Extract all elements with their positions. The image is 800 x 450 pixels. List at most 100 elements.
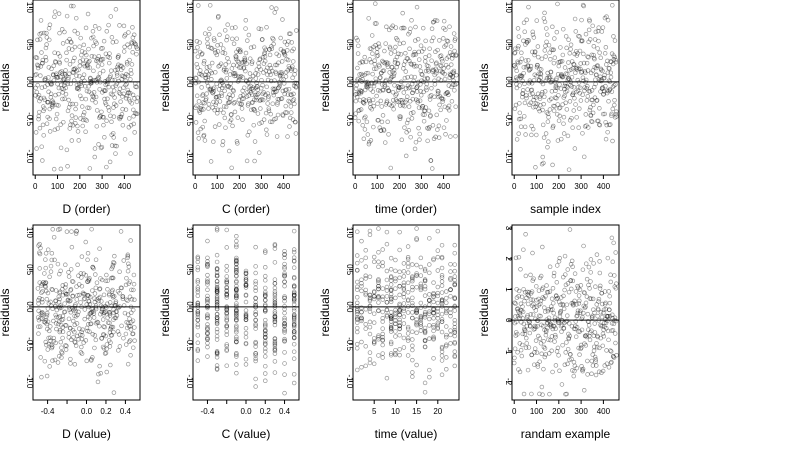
residual-point — [526, 68, 532, 73]
residual-point — [110, 293, 115, 298]
residual-point — [102, 324, 107, 330]
residual-point — [364, 83, 369, 88]
residual-point — [594, 63, 600, 69]
residual-point — [427, 292, 432, 297]
residual-point — [59, 350, 65, 356]
residual-point — [253, 281, 258, 287]
residual-point — [360, 59, 366, 65]
residual-point — [431, 136, 437, 141]
residual-point — [41, 133, 46, 138]
residual-point — [367, 360, 373, 366]
residual-point — [393, 93, 398, 98]
residual-point — [448, 287, 453, 292]
residual-point — [272, 319, 278, 325]
residual-point — [261, 117, 267, 122]
residual-point — [452, 330, 458, 335]
residual-point — [384, 268, 390, 274]
residual-point — [97, 114, 103, 119]
residual-point — [414, 308, 419, 314]
residual-point — [272, 277, 278, 282]
residual-point — [40, 289, 45, 294]
residual-point — [448, 341, 453, 346]
x-axis-label: D (value) — [62, 427, 111, 441]
residual-point — [287, 31, 292, 37]
residual-point — [427, 309, 432, 314]
residual-point — [122, 310, 128, 316]
residual-point — [452, 318, 458, 323]
residual-point — [129, 296, 135, 302]
residual-point — [218, 42, 224, 47]
residual-point — [39, 50, 44, 55]
residual-point — [354, 267, 360, 273]
residual-point — [601, 89, 607, 94]
residual-point — [432, 94, 437, 99]
residual-point — [73, 343, 79, 348]
residual-point — [433, 134, 438, 140]
residual-point — [282, 339, 287, 344]
residual-point — [545, 325, 550, 331]
residual-point — [113, 67, 118, 73]
residual-point — [567, 333, 572, 339]
residual-point — [418, 317, 424, 323]
residual-point — [392, 57, 398, 63]
residual-point — [435, 326, 441, 332]
residual-point — [86, 293, 91, 299]
residual-point — [45, 114, 50, 120]
residual-point — [234, 287, 239, 293]
residual-point — [380, 331, 385, 337]
residual-point — [43, 339, 48, 345]
residual-point — [112, 101, 117, 106]
residual-point — [393, 25, 399, 30]
residual-point — [36, 317, 42, 323]
residual-point — [130, 331, 136, 336]
residual-point — [205, 354, 210, 359]
residual-point — [222, 66, 227, 71]
residual-point — [41, 95, 47, 101]
residual-point — [553, 83, 559, 89]
residual-point — [393, 351, 398, 356]
residual-point — [439, 372, 445, 378]
residual-point — [207, 86, 213, 92]
residual-point — [99, 336, 105, 341]
x-tick-label: 0.4 — [279, 407, 291, 416]
residual-point — [374, 93, 379, 99]
residual-point — [431, 299, 436, 305]
residual-point — [378, 75, 383, 80]
residual-point — [127, 316, 132, 321]
residual-point — [435, 320, 441, 326]
residual-point — [380, 263, 385, 269]
residual-point — [537, 359, 542, 364]
residual-point — [70, 293, 76, 299]
residual-point — [282, 255, 287, 261]
x-tick-label: 300 — [415, 182, 429, 191]
residual-point — [234, 274, 239, 279]
residual-point — [608, 122, 613, 127]
residual-point — [433, 49, 438, 54]
residual-point — [234, 308, 239, 314]
residual-point — [589, 371, 594, 377]
residual-point — [367, 295, 373, 301]
residual-point — [582, 68, 588, 74]
residual-point — [253, 317, 258, 323]
residual-point — [79, 275, 84, 280]
residual-point — [533, 308, 539, 313]
residual-point — [371, 254, 377, 260]
residual-point — [513, 301, 518, 306]
residual-point — [67, 101, 73, 107]
residual-point — [436, 123, 442, 129]
x-tick-label: -0.4 — [201, 407, 215, 416]
residual-point — [114, 81, 120, 86]
residual-point — [414, 330, 419, 336]
residual-point — [124, 320, 129, 325]
residual-point — [44, 326, 50, 332]
residual-point — [436, 135, 442, 140]
residual-point — [233, 56, 239, 62]
residual-point — [561, 114, 567, 120]
y-tick-label: 0.5 — [345, 264, 354, 276]
residual-point — [550, 369, 555, 375]
residual-point — [592, 354, 598, 360]
residual-point — [275, 102, 280, 107]
residual-point — [431, 325, 436, 330]
residual-point — [396, 99, 401, 105]
